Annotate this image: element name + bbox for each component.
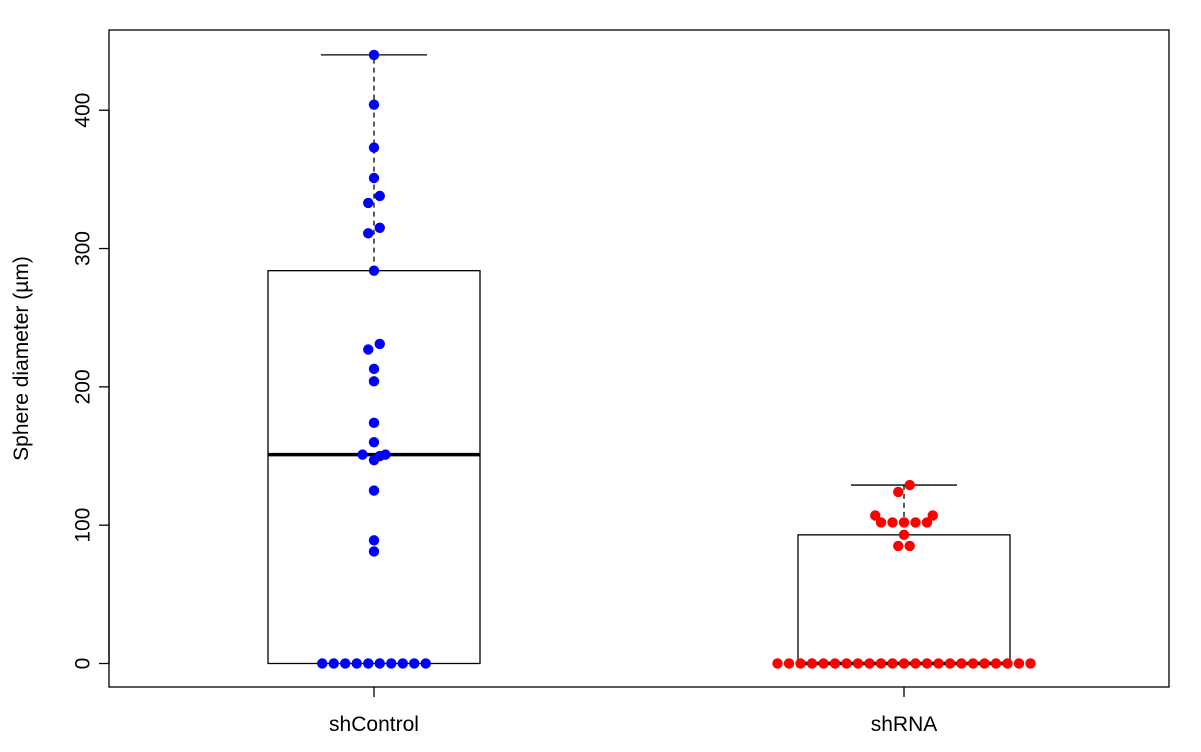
data-point-shcontrol-23 [328,658,339,669]
data-point-shrna-31 [990,658,1002,669]
x-tick-label-shrna: shRNA [871,713,938,736]
data-point-shcontrol-8 [368,265,380,276]
data-point-shrna-34 [1025,658,1036,669]
data-point-shcontrol-27 [374,658,385,669]
data-point-shcontrol-24 [340,658,351,669]
box [267,270,481,665]
data-point-shrna-1 [893,486,904,498]
y-tick-label-100: 100 [71,508,94,543]
data-point-shcontrol-6 [374,222,385,233]
data-point-shrna-19 [852,658,864,669]
data-point-shrna-33 [1013,658,1025,669]
data-point-shrna-17 [829,658,841,669]
data-point-shrna-0 [904,479,915,491]
data-point-shrna-28 [956,658,967,669]
data-point-shcontrol-19 [368,485,380,496]
data-point-shcontrol-18 [368,454,380,466]
data-point-shrna-25 [921,658,933,669]
box-group-shcontrol [267,54,481,665]
data-point-shcontrol-31 [420,658,431,669]
data-point-shcontrol-0 [368,49,380,61]
data-point-shcontrol-22 [317,658,328,669]
data-point-shrna-13 [783,658,795,669]
data-point-shcontrol-10 [363,344,374,355]
data-point-shcontrol-2 [368,142,380,153]
data-point-shcontrol-1 [368,99,380,110]
data-point-shcontrol-29 [397,658,408,669]
data-point-shrna-24 [910,658,921,669]
data-point-shrna-21 [875,658,887,669]
data-point-shcontrol-13 [368,417,380,429]
data-point-shcontrol-9 [374,338,385,350]
boxes-layer [267,54,1011,666]
points-layer [317,49,1036,669]
y-tick-label-200: 200 [71,369,94,404]
data-point-shcontrol-14 [368,436,380,448]
data-point-shrna-11 [904,540,915,552]
data-point-shrna-10 [893,540,904,552]
data-point-shcontrol-7 [363,228,374,239]
data-point-shcontrol-15 [357,449,368,460]
data-point-shrna-7 [910,517,921,528]
data-point-shrna-8 [921,517,933,528]
y-tick-label-0: 0 [71,658,94,670]
data-point-shrna-14 [795,658,806,669]
data-point-shrna-18 [841,658,852,669]
data-point-shcontrol-28 [386,658,397,669]
y-tick-label-300: 300 [71,231,94,266]
data-point-shrna-27 [944,658,956,669]
data-point-shrna-20 [864,658,875,669]
data-point-shcontrol-11 [368,363,380,375]
data-point-shcontrol-26 [363,658,374,669]
data-point-shrna-2 [870,510,881,521]
data-point-shrna-26 [933,658,944,669]
data-point-shcontrol-20 [368,535,380,546]
data-point-shcontrol-3 [368,172,380,184]
data-point-shcontrol-25 [351,658,362,669]
y-tick-label-400: 400 [71,93,94,128]
box [797,534,1011,665]
data-point-shrna-12 [772,658,783,669]
data-point-shrna-32 [1002,658,1013,669]
data-point-shrna-22 [887,658,898,669]
data-point-shcontrol-21 [368,546,380,557]
data-point-shrna-15 [806,658,818,669]
data-point-shcontrol-4 [374,190,385,202]
data-point-shrna-6 [898,517,910,528]
data-point-shrna-30 [979,658,990,669]
y-axis-label: Sphere diameter (µm) [10,256,33,461]
data-point-shcontrol-12 [368,376,380,387]
data-point-shrna-29 [967,658,979,669]
data-point-shrna-3 [927,510,938,521]
data-point-shrna-5 [887,517,898,528]
data-point-shrna-9 [898,529,910,541]
data-point-shcontrol-5 [363,197,374,209]
axes-layer: 0 100 200 300 400 shControl shRNA [71,93,937,736]
data-point-shrna-4 [875,517,887,528]
box-group-shrna [797,484,1011,666]
x-tick-label-shcontrol: shControl [329,713,419,736]
data-point-shrna-16 [818,658,829,669]
data-point-shcontrol-30 [409,658,420,669]
data-point-shrna-23 [898,658,910,669]
